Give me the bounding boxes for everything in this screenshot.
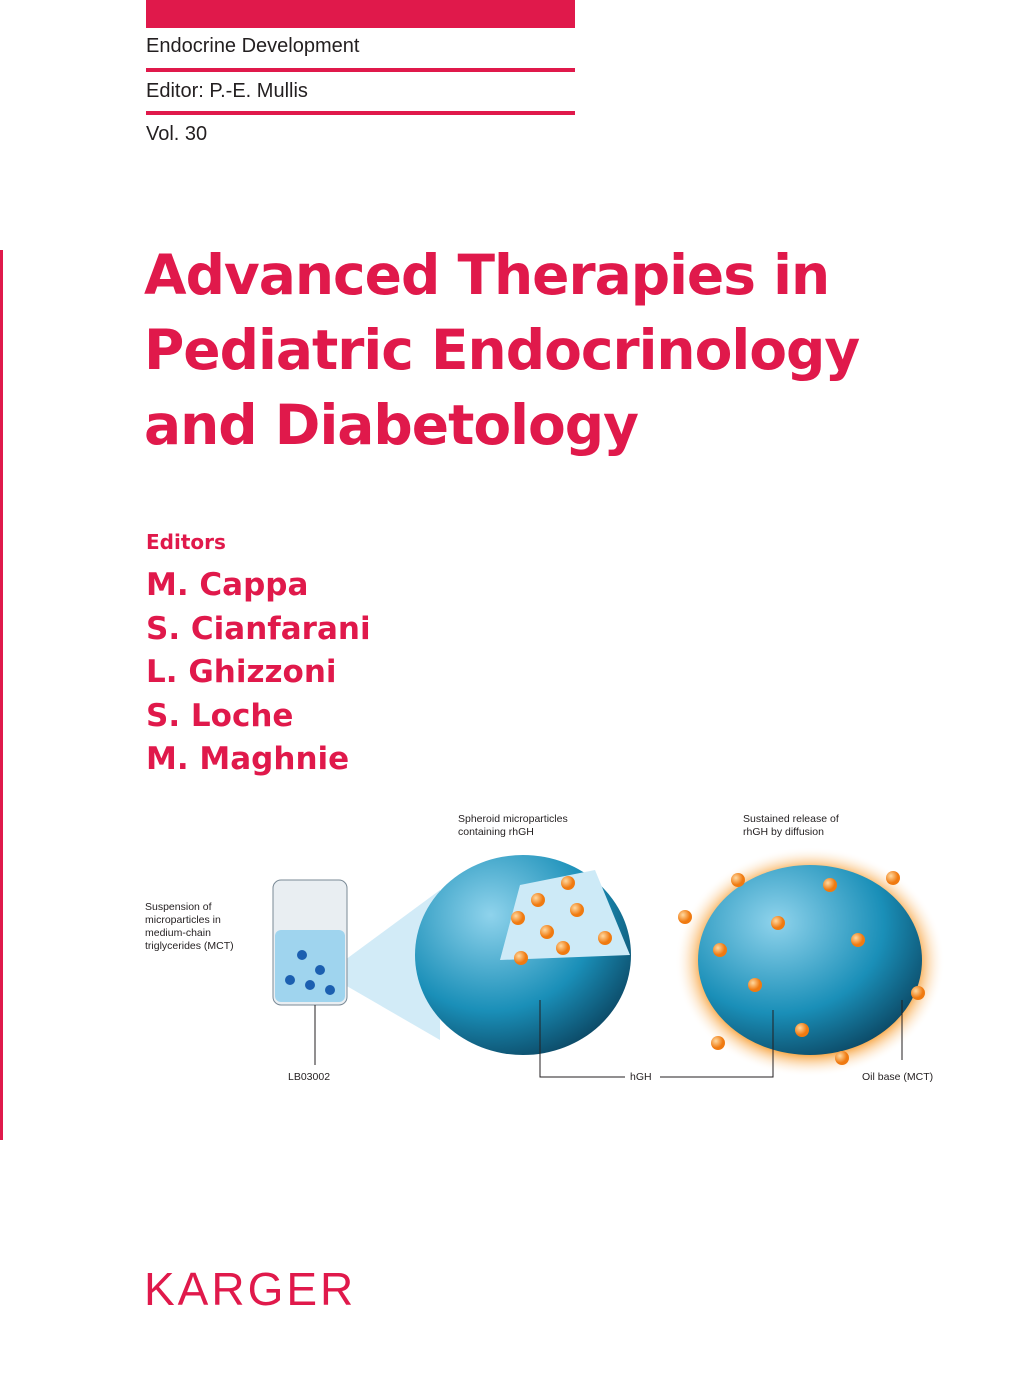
label: Spheroid microparticles — [458, 813, 568, 825]
editor-name: M. Cappa — [146, 567, 309, 603]
title-line: Advanced Therapies in — [144, 243, 830, 307]
side-rule — [0, 250, 3, 1140]
label: LB03002 — [288, 1071, 330, 1083]
series-name: Endocrine Development — [146, 35, 360, 57]
label: Oil base (MCT) — [862, 1071, 933, 1083]
label: medium-chain — [145, 927, 211, 939]
label: microparticles in — [145, 914, 221, 926]
illustration: Suspension of microparticles in medium-c… — [145, 813, 945, 1083]
volume: Vol. 30 — [146, 123, 208, 145]
editors-list: M. Cappa S. Cianfarani L. Ghizzoni S. Lo… — [146, 564, 371, 782]
title: Advanced Therapies in Pediatric Endocrin… — [144, 238, 860, 463]
editor-name: S. Cianfarani — [146, 610, 371, 647]
label: hGH — [630, 1071, 652, 1083]
publisher: KARGER — [144, 1263, 357, 1315]
rule — [146, 68, 575, 72]
label: triglycerides (MCT) — [145, 940, 234, 952]
label: rhGH by diffusion — [743, 826, 824, 838]
top-bar — [146, 0, 575, 28]
editor-name: S. Loche — [146, 697, 294, 734]
editor-name: M. Maghnie — [146, 741, 350, 777]
title-line: Pediatric Endocrinology — [144, 318, 860, 382]
label: containing rhGH — [458, 826, 534, 838]
rule — [146, 111, 575, 115]
title-line: and Diabetology — [144, 393, 639, 457]
editors-label: Editors — [146, 530, 226, 554]
label: Suspension of — [145, 901, 212, 913]
editor-name: L. Ghizzoni — [146, 654, 337, 690]
label: Sustained release of — [743, 813, 839, 825]
series-editor: Editor: P.-E. Mullis — [146, 80, 308, 102]
